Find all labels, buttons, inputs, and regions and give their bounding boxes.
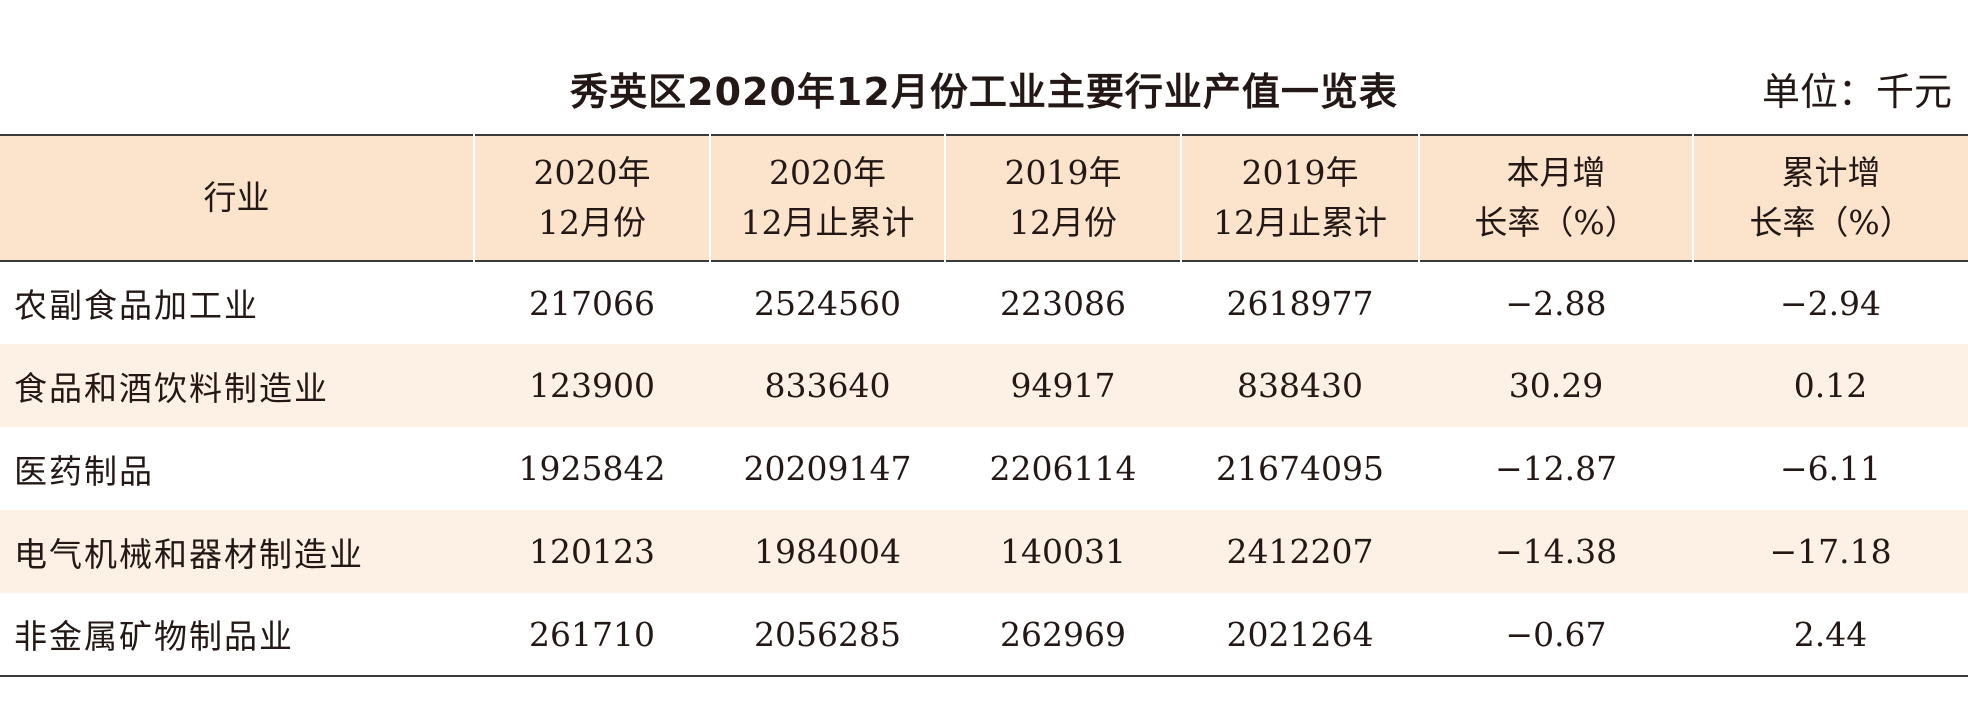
value-2020-dec: 123900 <box>529 366 655 405</box>
value-2019-dec: 94917 <box>1010 366 1116 405</box>
unit-label: 单位：千元 <box>1761 70 1952 114</box>
industry-name: 非金属矿物制品业 <box>14 617 294 656</box>
value-cumulative-growth: −17.18 <box>1769 532 1892 571</box>
header-industry: 行业 <box>203 178 270 217</box>
table-title: 秀英区2020年12月份工业主要行业产值一览表 <box>570 70 1398 114</box>
header-cumulative-growth: 累计增 长率（%） <box>1692 135 1968 261</box>
value-month-growth: −12.87 <box>1494 449 1618 488</box>
value-month-growth: −14.38 <box>1494 532 1618 571</box>
value-cumulative-growth: 0.12 <box>1793 366 1868 405</box>
industry-name: 食品和酒饮料制造业 <box>14 368 329 408</box>
value-month-growth: 30.29 <box>1508 366 1604 405</box>
value-2019-cumulative: 838430 <box>1237 366 1363 405</box>
value-2020-dec: 261710 <box>529 614 655 654</box>
table-row: 医药制品 1925842 20209147 2206114 21674095 −… <box>0 427 1968 510</box>
header-2020-cumulative: 2020年 12月止累计 <box>709 135 945 261</box>
table-header-row: 行业 2020年 12月份 2020年 12月止累计 2019年 12月份 20… <box>0 135 1968 261</box>
value-2020-dec: 120123 <box>529 532 655 571</box>
value-2019-dec: 223086 <box>1000 283 1126 323</box>
header-2019-cumulative: 2019年 12月止累计 <box>1180 135 1419 261</box>
value-2019-cumulative: 21674095 <box>1216 449 1384 488</box>
value-2019-cumulative: 2412207 <box>1226 532 1374 571</box>
value-cumulative-growth: 2.44 <box>1793 614 1868 654</box>
value-2019-cumulative: 2618977 <box>1226 283 1374 323</box>
header-2020-dec: 2020年 12月份 <box>473 135 710 261</box>
value-2019-dec: 262969 <box>1000 614 1126 654</box>
value-2020-cumulative: 2056285 <box>754 614 901 654</box>
value-month-growth: −2.88 <box>1505 283 1607 323</box>
header-month-growth: 本月增 长率（%） <box>1418 135 1693 261</box>
industry-name: 电气机械和器材制造业 <box>14 534 364 574</box>
value-2019-dec: 140031 <box>1000 532 1126 571</box>
header-2019-dec: 2019年 12月份 <box>944 135 1181 261</box>
industry-name: 农副食品加工业 <box>14 286 259 325</box>
table-row: 电气机械和器材制造业 120123 1984004 140031 2412207… <box>0 510 1968 593</box>
value-2019-cumulative: 2021264 <box>1226 614 1374 654</box>
value-2020-dec: 1925842 <box>518 449 666 488</box>
value-2020-cumulative: 833640 <box>764 366 891 405</box>
value-month-growth: −0.67 <box>1505 614 1607 654</box>
table-row: 农副食品加工业 217066 2524560 223086 2618977 −2… <box>0 261 1968 344</box>
industry-name: 医药制品 <box>14 451 154 491</box>
table-row: 非金属矿物制品业 261710 2056285 262969 2021264 −… <box>0 593 1968 676</box>
value-2020-cumulative: 20209147 <box>743 449 912 488</box>
value-cumulative-growth: −2.94 <box>1779 283 1882 323</box>
output-table: 行业 2020年 12月份 2020年 12月止累计 2019年 12月份 20… <box>0 134 1968 677</box>
value-2019-dec: 2206114 <box>989 449 1137 488</box>
value-2020-cumulative: 2524560 <box>754 283 901 323</box>
table-row: 食品和酒饮料制造业 123900 833640 94917 838430 30.… <box>0 344 1968 427</box>
value-2020-cumulative: 1984004 <box>754 532 901 571</box>
value-cumulative-growth: −6.11 <box>1779 449 1882 488</box>
value-2020-dec: 217066 <box>529 283 655 323</box>
